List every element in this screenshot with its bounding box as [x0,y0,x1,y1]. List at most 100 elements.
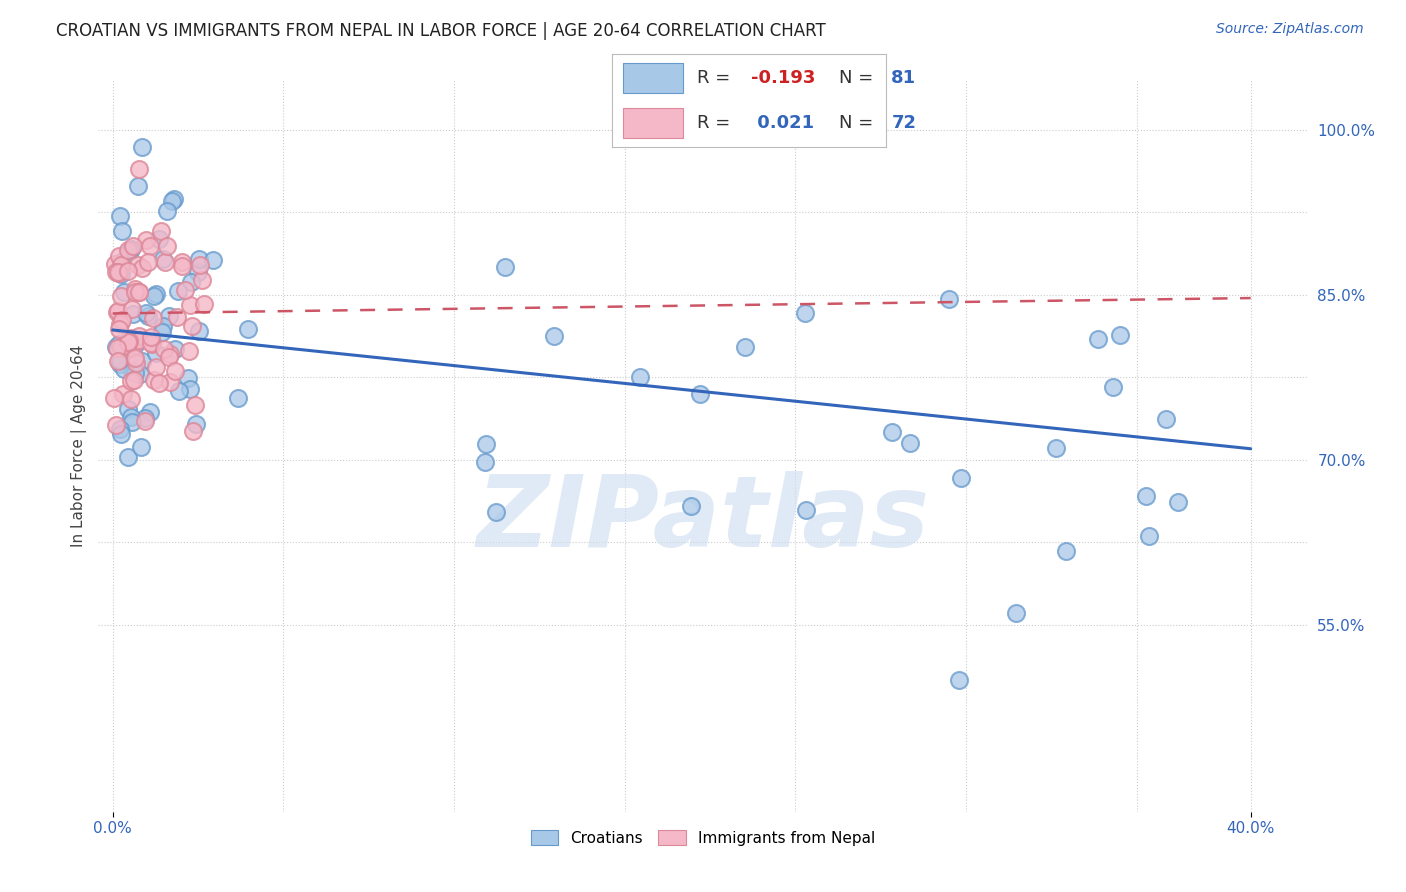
Point [104,340,127,354]
Point [134,411,156,425]
Point [108,322,131,336]
Point [181,318,204,333]
Point [112,387,135,401]
Point [120,331,142,345]
Point [121,342,143,356]
Point [793,306,815,320]
Point [121,308,143,322]
Point [104,265,127,279]
Point [104,418,127,433]
Point [1137,529,1160,543]
Text: 72: 72 [891,114,917,132]
Point [121,364,143,378]
Point [167,384,190,398]
Point [117,402,139,417]
Point [107,353,129,368]
Point [494,260,516,275]
Point [136,255,159,269]
Point [120,392,142,407]
Point [127,178,149,193]
Point [110,258,132,272]
Point [184,417,207,431]
Point [114,362,136,376]
Point [124,338,146,352]
Point [105,305,128,319]
Point [474,437,496,451]
Point [152,319,174,334]
Point [180,275,202,289]
Point [110,426,132,441]
Point [120,409,142,424]
Point [110,267,132,281]
Point [183,398,205,412]
Text: N =: N = [839,69,879,87]
Point [138,239,160,253]
Point [125,356,148,370]
Point [128,333,150,347]
Point [166,310,188,325]
Point [734,340,756,354]
Point [117,450,139,464]
Point [138,309,160,323]
Point [157,309,180,323]
Point [111,313,134,327]
Point [103,391,125,405]
Point [163,343,186,357]
Point [121,239,143,253]
Point [485,505,508,519]
Point [128,329,150,343]
Point [1005,606,1028,620]
Point [124,282,146,296]
Point [948,673,970,687]
Point [122,372,145,386]
Point [110,357,132,371]
Point [110,209,132,223]
Point [188,324,211,338]
Bar [623,63,683,93]
Point [145,346,167,360]
Point [474,455,496,469]
Point [131,140,153,154]
Point [131,440,153,454]
Point [794,502,817,516]
Point [1102,380,1125,394]
Point [117,243,139,257]
Point [128,161,150,176]
Point [108,317,131,331]
Point [120,243,142,257]
Point [149,224,172,238]
Point [131,354,153,368]
Point [938,292,960,306]
Point [117,332,139,346]
Point [104,257,127,271]
Point [120,375,142,389]
Point [187,265,209,279]
Point [124,351,146,365]
Point [152,252,174,266]
Point [107,267,129,281]
Point [148,376,170,390]
Point [141,335,163,350]
Point [900,435,922,450]
Point [117,263,139,277]
Point [120,243,142,257]
Point [142,311,165,326]
Point [177,371,200,385]
Point [128,285,150,299]
Text: Source: ZipAtlas.com: Source: ZipAtlas.com [1216,22,1364,37]
Point [139,405,162,419]
Point [163,363,186,377]
Point [191,272,214,286]
Point [950,471,973,485]
Point [107,265,129,279]
Y-axis label: In Labor Force | Age 20-64: In Labor Force | Age 20-64 [72,345,87,547]
Point [152,342,174,356]
Bar [623,108,683,138]
Point [107,341,129,355]
Point [135,233,157,247]
Point [110,255,132,269]
Point [117,334,139,349]
Point [131,260,153,275]
Point [142,289,165,303]
Point [162,194,184,209]
